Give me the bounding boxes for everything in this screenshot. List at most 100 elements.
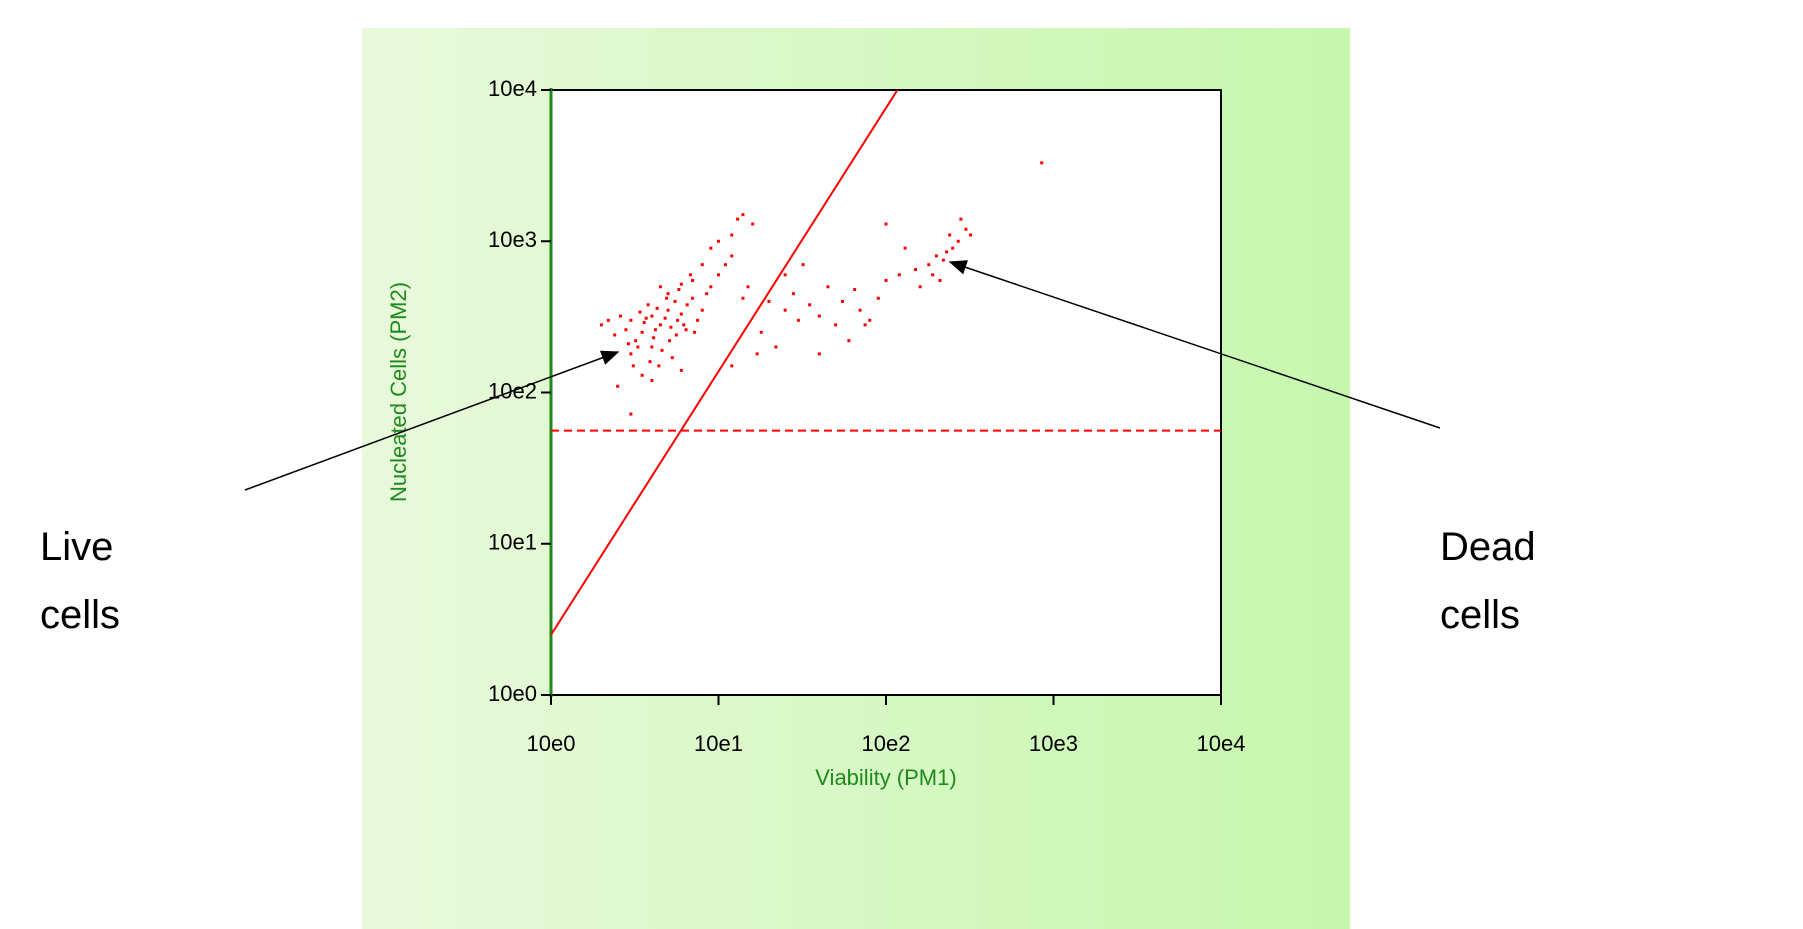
point bbox=[717, 239, 720, 243]
point bbox=[696, 318, 700, 322]
point bbox=[736, 217, 740, 221]
point bbox=[655, 306, 659, 310]
point bbox=[629, 412, 633, 416]
y-tick-label: 10e2 bbox=[488, 378, 537, 403]
point bbox=[783, 273, 787, 277]
x-tick-label: 10e1 bbox=[694, 731, 743, 756]
point bbox=[674, 333, 678, 337]
point bbox=[817, 314, 821, 318]
point bbox=[723, 263, 727, 267]
point bbox=[626, 342, 630, 346]
point bbox=[658, 285, 662, 289]
point bbox=[688, 273, 692, 277]
point bbox=[634, 339, 638, 343]
point bbox=[676, 318, 680, 322]
point bbox=[691, 296, 695, 300]
annotation-arrow bbox=[948, 260, 1441, 429]
point bbox=[693, 330, 697, 334]
x-tick-label: 10e3 bbox=[1029, 731, 1078, 756]
y-axis-title: Nucleated Cells (PM2) bbox=[386, 282, 411, 502]
point bbox=[801, 263, 805, 267]
point bbox=[751, 222, 755, 226]
point bbox=[730, 233, 734, 237]
point bbox=[629, 352, 633, 356]
point bbox=[717, 273, 720, 277]
point bbox=[897, 273, 901, 277]
x-tick-label: 10e4 bbox=[1197, 731, 1246, 756]
point bbox=[913, 268, 917, 272]
point bbox=[644, 316, 648, 320]
point bbox=[665, 296, 669, 300]
point bbox=[663, 316, 667, 320]
point bbox=[730, 254, 734, 258]
point bbox=[668, 339, 672, 343]
point bbox=[669, 325, 673, 329]
point bbox=[657, 364, 661, 368]
point bbox=[642, 321, 646, 325]
point bbox=[767, 299, 771, 303]
point bbox=[834, 323, 838, 327]
point bbox=[876, 296, 880, 300]
point bbox=[948, 233, 952, 237]
point bbox=[808, 303, 812, 307]
x-axis-title: Viability (PM1) bbox=[815, 765, 956, 790]
point bbox=[858, 308, 862, 312]
point bbox=[903, 246, 907, 250]
point bbox=[646, 303, 650, 307]
plot-area bbox=[550, 89, 1222, 696]
point bbox=[918, 285, 922, 289]
point bbox=[945, 250, 949, 254]
point bbox=[606, 318, 610, 322]
point bbox=[783, 308, 787, 312]
point bbox=[709, 285, 713, 289]
point bbox=[964, 227, 968, 231]
y-tick-label: 10e0 bbox=[488, 681, 537, 706]
point bbox=[959, 217, 963, 221]
point bbox=[941, 258, 945, 262]
x-tick-label: 10e2 bbox=[862, 731, 911, 756]
y-tick-label: 10e1 bbox=[488, 530, 537, 555]
point bbox=[619, 314, 623, 318]
point bbox=[685, 303, 689, 307]
point bbox=[682, 323, 686, 327]
point bbox=[730, 364, 734, 368]
point bbox=[868, 318, 872, 322]
point bbox=[629, 318, 633, 322]
point bbox=[791, 292, 795, 296]
point bbox=[640, 373, 644, 377]
gate-line bbox=[551, 90, 899, 636]
point bbox=[746, 285, 750, 289]
annotation: Dead bbox=[1440, 525, 1536, 569]
point bbox=[863, 323, 867, 327]
annotation: cells bbox=[40, 593, 120, 637]
point bbox=[700, 263, 704, 267]
point bbox=[650, 345, 654, 349]
point bbox=[741, 213, 745, 217]
annotation: cells bbox=[1440, 593, 1520, 637]
point bbox=[755, 352, 759, 356]
point bbox=[666, 308, 670, 312]
annotation-arrow bbox=[244, 350, 620, 491]
point bbox=[817, 352, 821, 356]
point bbox=[658, 323, 662, 327]
point bbox=[931, 273, 935, 277]
point bbox=[934, 254, 938, 258]
point bbox=[759, 330, 763, 334]
point bbox=[847, 339, 851, 343]
point bbox=[679, 282, 683, 286]
annotation: Live bbox=[40, 525, 113, 569]
point bbox=[616, 384, 620, 388]
point bbox=[774, 345, 778, 349]
point bbox=[650, 379, 654, 383]
point bbox=[624, 328, 628, 332]
point bbox=[1040, 161, 1044, 165]
point bbox=[677, 287, 681, 291]
point bbox=[853, 287, 857, 291]
point bbox=[938, 279, 942, 283]
point bbox=[640, 330, 644, 334]
point bbox=[956, 239, 960, 243]
point bbox=[636, 345, 640, 349]
point bbox=[679, 312, 683, 316]
